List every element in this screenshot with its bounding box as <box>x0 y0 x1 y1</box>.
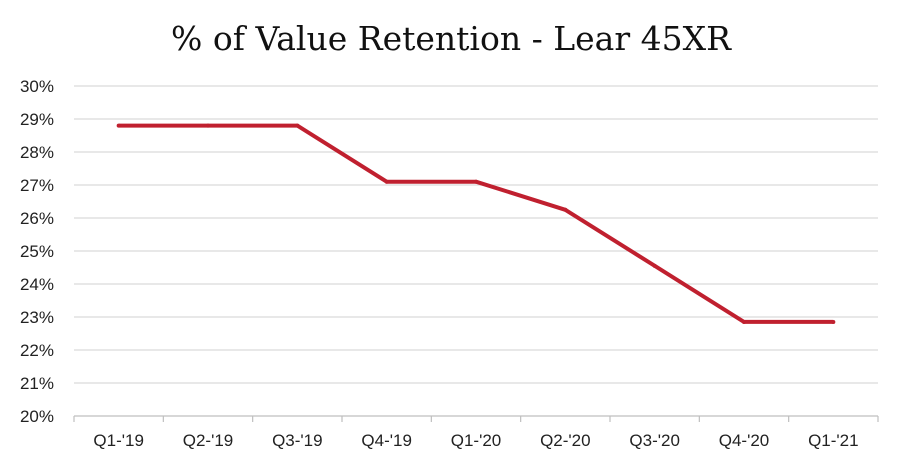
y-tick-label: 26% <box>20 209 54 228</box>
x-tick-label: Q1-'20 <box>451 431 502 450</box>
y-tick-label: 22% <box>20 341 54 360</box>
x-tick-label: Q4-'19 <box>361 431 412 450</box>
x-tick-label: Q2-'20 <box>540 431 591 450</box>
y-tick-label: 21% <box>20 374 54 393</box>
y-tick-label: 28% <box>20 143 54 162</box>
gridlines <box>74 85 878 384</box>
y-tick-label: 24% <box>20 275 54 294</box>
data-point <box>474 179 478 184</box>
y-tick-label: 25% <box>20 242 54 261</box>
x-tick-label: Q3-'20 <box>629 431 680 450</box>
data-point <box>206 123 210 128</box>
data-point <box>563 207 568 212</box>
x-tick-label: Q4-'20 <box>719 431 770 450</box>
data-point <box>652 263 657 268</box>
chart-title: % of Value Retention - Lear 45XR <box>171 19 732 58</box>
x-axis-tick-labels: Q1-'19 Q2-'19 Q3-'19 Q4-'19 Q1-'20 Q2-'20 Q3-'… <box>93 431 858 450</box>
data-point <box>116 123 121 128</box>
x-tick-label: Q2-'19 <box>183 431 234 450</box>
data-point <box>384 179 389 184</box>
y-tick-label: 30% <box>20 77 54 96</box>
x-axis <box>73 415 879 422</box>
y-tick-label: 27% <box>20 176 54 195</box>
data-point <box>295 123 300 128</box>
y-tick-label: 23% <box>20 308 54 327</box>
x-tick-label: Q1-'19 <box>93 431 144 450</box>
data-point <box>831 319 836 324</box>
series-line <box>118 123 834 324</box>
y-tick-label: 20% <box>20 407 54 426</box>
x-tick-label: Q1-'21 <box>808 431 859 450</box>
x-tick-label: Q3-'19 <box>272 431 323 450</box>
series-layer <box>116 123 836 324</box>
data-point <box>742 319 746 324</box>
y-axis-tick-labels: 20% 21% 22% 23% 24% 25% 26% 27% 28% 29% 30% <box>20 77 54 426</box>
y-tick-label: 29% <box>20 110 54 129</box>
